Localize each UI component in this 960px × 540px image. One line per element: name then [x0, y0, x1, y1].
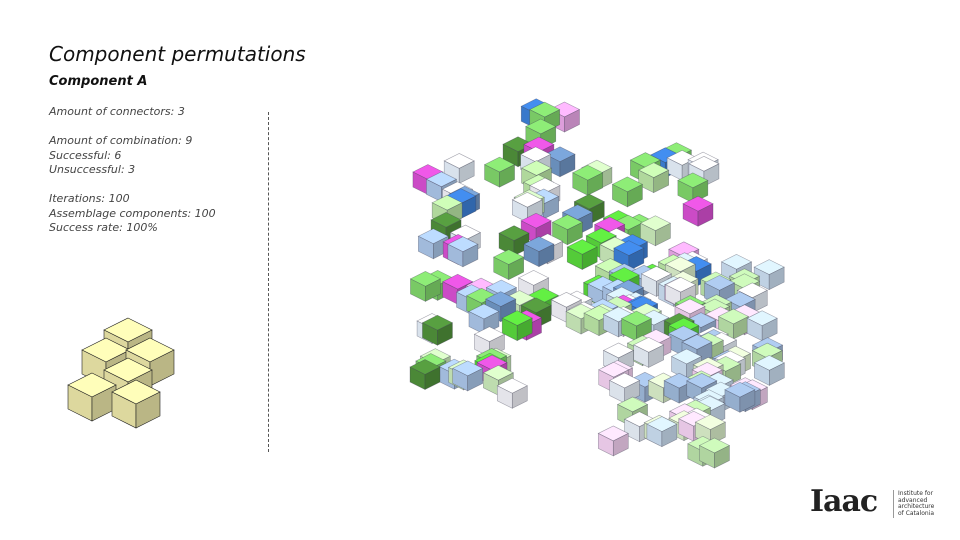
cube-right: [768, 266, 785, 291]
stats: Amount of connectors: 3 Amount of combina…: [49, 105, 216, 250]
cube-right: [511, 385, 528, 409]
stat-line: Iterations: 100: [49, 192, 130, 205]
cube-right: [567, 221, 583, 246]
tagline-line: of Catalonia: [898, 509, 935, 517]
cube-right: [581, 246, 598, 270]
stat-group: Iterations: 100 Assemblage components: 10…: [49, 192, 216, 236]
logo-separator: [893, 490, 894, 518]
tagline-line: advanced: [898, 496, 928, 504]
cube-right: [714, 445, 730, 469]
cube-right: [612, 432, 629, 457]
logo-name: Iaac: [810, 484, 878, 519]
cube-right: [460, 195, 477, 220]
cube-right: [424, 366, 441, 391]
stat-line: Successful: 6: [49, 148, 122, 162]
tagline-line: Institute for: [898, 490, 934, 497]
cube-right: [425, 278, 441, 302]
cube-right: [508, 256, 524, 281]
cube-right: [648, 344, 665, 368]
cube-right: [516, 317, 533, 342]
cube-right: [467, 367, 483, 392]
stat-group: Amount of connectors: 3: [49, 105, 216, 120]
cube-right: [653, 169, 669, 194]
stat-line: Assemblage components: 100: [49, 206, 216, 220]
cube-right: [499, 164, 515, 188]
cube-right: [135, 391, 161, 429]
cube-right: [564, 109, 580, 133]
cube-right: [769, 362, 785, 386]
stat-line: Success rate: 100%: [49, 221, 158, 234]
stat-line: Unsuccessful: 3: [49, 163, 136, 176]
cube-right: [462, 243, 479, 268]
cube-right: [627, 183, 643, 208]
stat-line: Amount of connectors: 3: [49, 105, 185, 118]
cube-right: [661, 423, 678, 448]
stat-group: Amount of combination: 9 Successful: 6 Uns…: [49, 134, 216, 178]
cube-right: [559, 153, 576, 178]
stat-line: Amount of combination: 9: [49, 134, 193, 147]
tagline-line: architecture: [898, 503, 935, 510]
cube-right: [437, 322, 453, 346]
logo-tagline: Institute for advanced architecture of Cata…: [898, 490, 935, 517]
title: Component permutations: [49, 42, 306, 66]
cube-right: [655, 222, 671, 247]
cube-right: [697, 203, 714, 227]
cube-right: [739, 389, 756, 413]
subtitle: Component A: [49, 74, 148, 89]
cube-right: [538, 243, 555, 268]
divider: [268, 112, 269, 452]
